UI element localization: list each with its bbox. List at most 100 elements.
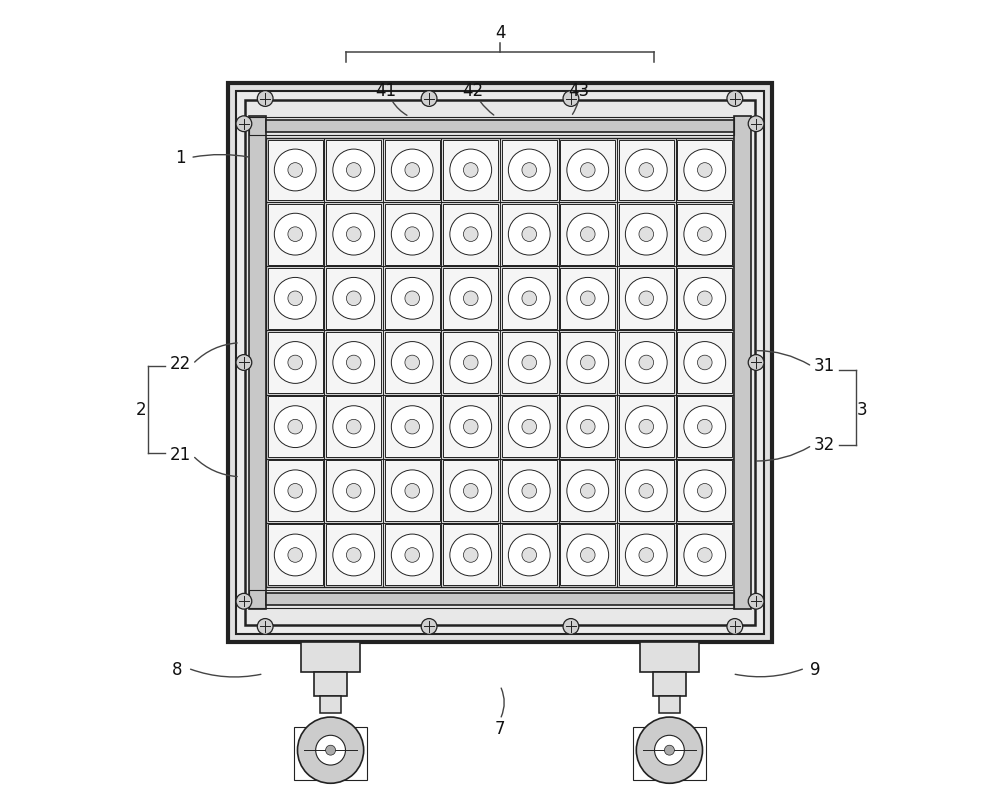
Bar bbox=[249, 117, 734, 135]
Circle shape bbox=[639, 484, 654, 498]
Circle shape bbox=[748, 355, 764, 370]
Circle shape bbox=[405, 548, 420, 563]
Bar bbox=[385, 525, 440, 585]
Bar bbox=[268, 203, 323, 265]
Circle shape bbox=[664, 745, 674, 755]
Circle shape bbox=[567, 406, 609, 448]
Circle shape bbox=[288, 419, 303, 434]
Circle shape bbox=[346, 227, 361, 241]
Circle shape bbox=[450, 470, 492, 511]
Circle shape bbox=[684, 534, 726, 576]
Circle shape bbox=[391, 214, 433, 255]
Circle shape bbox=[274, 406, 316, 448]
Bar bbox=[619, 525, 674, 585]
Circle shape bbox=[684, 470, 726, 511]
Bar bbox=[326, 396, 381, 457]
Bar bbox=[385, 268, 440, 329]
Circle shape bbox=[257, 91, 273, 106]
Circle shape bbox=[450, 341, 492, 384]
Circle shape bbox=[567, 277, 609, 319]
Bar bbox=[677, 332, 732, 393]
Bar bbox=[266, 120, 734, 132]
Circle shape bbox=[405, 355, 420, 370]
Circle shape bbox=[463, 227, 478, 241]
Bar bbox=[266, 593, 734, 605]
Circle shape bbox=[580, 291, 595, 306]
Bar bbox=[677, 139, 732, 200]
Circle shape bbox=[288, 227, 303, 241]
Bar bbox=[677, 203, 732, 265]
Circle shape bbox=[333, 534, 375, 576]
Circle shape bbox=[625, 470, 667, 511]
Circle shape bbox=[639, 227, 654, 241]
Circle shape bbox=[727, 91, 743, 106]
Bar bbox=[326, 525, 381, 585]
Circle shape bbox=[346, 291, 361, 306]
Circle shape bbox=[639, 419, 654, 434]
Text: 31: 31 bbox=[814, 358, 835, 375]
Bar bbox=[266, 138, 734, 587]
Circle shape bbox=[567, 470, 609, 511]
Circle shape bbox=[288, 291, 303, 306]
Bar bbox=[443, 460, 498, 522]
Circle shape bbox=[274, 470, 316, 511]
Bar bbox=[326, 332, 381, 393]
Circle shape bbox=[625, 277, 667, 319]
Circle shape bbox=[421, 91, 437, 106]
Circle shape bbox=[391, 149, 433, 191]
Circle shape bbox=[346, 162, 361, 177]
Circle shape bbox=[580, 548, 595, 563]
Bar bbox=[228, 83, 772, 642]
Circle shape bbox=[450, 534, 492, 576]
Circle shape bbox=[405, 227, 420, 241]
Text: 41: 41 bbox=[375, 82, 396, 99]
Circle shape bbox=[391, 534, 433, 576]
Bar bbox=[385, 460, 440, 522]
Bar bbox=[268, 460, 323, 522]
Circle shape bbox=[333, 214, 375, 255]
Circle shape bbox=[346, 548, 361, 563]
Bar bbox=[560, 525, 615, 585]
Circle shape bbox=[463, 484, 478, 498]
Circle shape bbox=[684, 341, 726, 384]
Bar bbox=[326, 139, 381, 200]
Circle shape bbox=[567, 214, 609, 255]
Bar bbox=[268, 525, 323, 585]
Circle shape bbox=[522, 548, 537, 563]
Circle shape bbox=[522, 355, 537, 370]
Text: 1: 1 bbox=[176, 149, 186, 166]
Circle shape bbox=[463, 355, 478, 370]
Circle shape bbox=[463, 291, 478, 306]
Bar bbox=[619, 332, 674, 393]
Circle shape bbox=[346, 484, 361, 498]
Circle shape bbox=[563, 91, 579, 106]
Circle shape bbox=[508, 149, 550, 191]
Circle shape bbox=[274, 214, 316, 255]
Circle shape bbox=[326, 745, 336, 755]
Circle shape bbox=[450, 149, 492, 191]
Circle shape bbox=[274, 149, 316, 191]
Bar bbox=[560, 203, 615, 265]
Bar bbox=[560, 139, 615, 200]
Text: 4: 4 bbox=[495, 24, 505, 42]
Circle shape bbox=[463, 419, 478, 434]
Circle shape bbox=[522, 484, 537, 498]
Circle shape bbox=[405, 291, 420, 306]
Bar bbox=[633, 727, 706, 780]
Text: 8: 8 bbox=[172, 661, 182, 678]
Bar bbox=[385, 203, 440, 265]
Circle shape bbox=[580, 355, 595, 370]
Circle shape bbox=[522, 162, 537, 177]
Circle shape bbox=[748, 593, 764, 609]
Circle shape bbox=[697, 291, 712, 306]
Circle shape bbox=[274, 534, 316, 576]
Bar bbox=[502, 396, 557, 457]
Bar bbox=[619, 268, 674, 329]
Circle shape bbox=[639, 548, 654, 563]
Bar bbox=[502, 139, 557, 200]
Circle shape bbox=[580, 419, 595, 434]
Circle shape bbox=[288, 548, 303, 563]
Circle shape bbox=[236, 593, 252, 609]
Bar bbox=[619, 460, 674, 522]
Circle shape bbox=[697, 484, 712, 498]
